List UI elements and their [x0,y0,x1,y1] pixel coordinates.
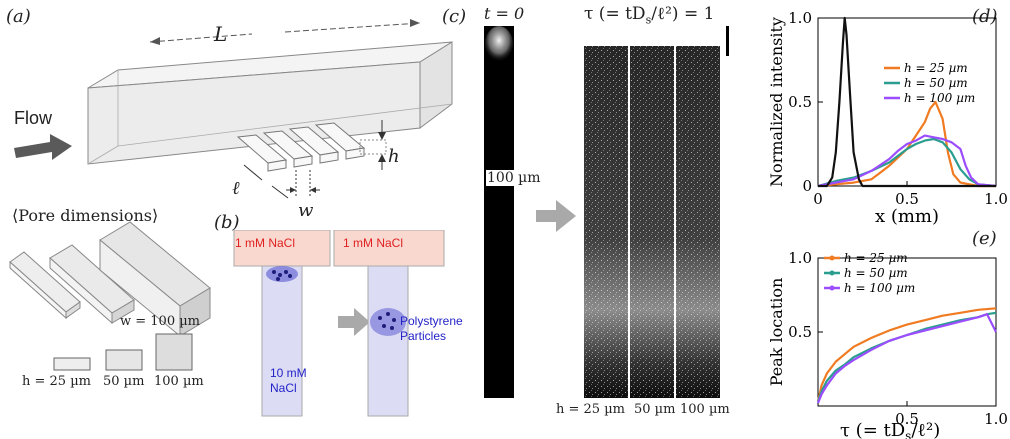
channel-label-line2: NaCl [270,381,297,395]
legend-label-2: h = 50 µm [904,76,968,90]
y-axis-label: Normalized intensity [767,17,786,187]
scale-label: 100 µm [486,170,542,186]
panel-a-schematic [9,19,453,371]
length-label: L [214,22,228,46]
legend-label-1: h = 25 µm [904,61,968,75]
reservoir-left-label: 1 mM NaCl [235,236,296,250]
series-line-1 [817,100,996,188]
c-bottom-label-100: 100 µm [680,402,730,417]
series-line-3 [816,313,997,404]
panel-d-label: (d) [972,6,998,27]
x-axis-label: x (mm) [875,206,939,225]
legend-marker-1 [829,255,835,261]
y-tick-label: 0.5 [788,323,812,341]
h-value-100: 100 µm [154,374,204,389]
h-value-50: 50 µm [103,374,145,389]
particles-label-line1: Polystyrene [400,314,463,328]
x-tick-label: 0.5 [895,410,919,428]
series-line-1 [816,307,997,402]
channel-label-line1: 10 mM [270,366,307,380]
particles-label-line2: Particles [400,329,447,343]
legend-label-2: h = 50 µm [844,266,908,280]
h-value-25: h = 25 µm [22,374,91,389]
y-tick-label: 0 [802,177,812,195]
panel-b-label: (b) [214,212,240,233]
x-tick-label: 1.0 [984,410,1008,428]
pore-dimensions-title: ⟨Pore dimensions⟩ [12,206,159,225]
chart-peak-location: 0.5 1.0 0.5 1.0 h = 25 µmh = 50 µmh = 100 µm… [767,249,1008,439]
series-line-3 [817,134,997,188]
reservoir-right-label: 1 mM NaCl [343,236,404,250]
y-tick-label: 0.5 [788,93,812,111]
w-label: w [298,200,314,221]
x-tick-label: 0 [813,190,823,208]
y-tick-label: 1.0 [788,249,812,267]
legend-label-3: h = 100 µm [904,91,975,105]
series-line-2 [816,311,997,402]
t0-label: t = 0 [484,4,525,23]
legend-label-3: h = 100 µm [844,281,915,295]
y-tick-label: 1.0 [788,9,812,27]
width-value: w = 100 µm [120,314,201,329]
x-tick-label: 0.5 [895,190,919,208]
legend-label-1: h = 25 µm [844,251,908,265]
panel-c-images [484,26,729,398]
x-axis-label: τ (= tDs/ℓ²) [840,420,940,439]
panel-a-label: (a) [6,6,31,27]
legend-marker-2 [829,270,835,276]
series-line-4 [818,16,996,188]
flow-label: Flow [14,108,53,128]
chart-intensity: 0 0.5 1.0 0 0.5 1.0 h = 25 µmh = 50 µmh = 100 … [767,9,1008,225]
legend-marker-3 [829,285,835,291]
panel-c-label: (c) [442,6,467,27]
h-label: h [388,146,400,167]
c-bottom-label-25: h = 25 µm [556,402,625,417]
tau-label: τ (= tDs/ℓ²) = 1 [584,4,715,27]
y-axis-label: Peak location [767,278,786,387]
ell-label: ℓ [232,178,240,199]
x-tick-label: 1.0 [984,190,1008,208]
panel-e-label: (e) [972,228,997,249]
panel-b-schematic [233,230,445,417]
c-bottom-label-50: 50 µm [634,402,676,417]
series-line-2 [817,137,997,188]
